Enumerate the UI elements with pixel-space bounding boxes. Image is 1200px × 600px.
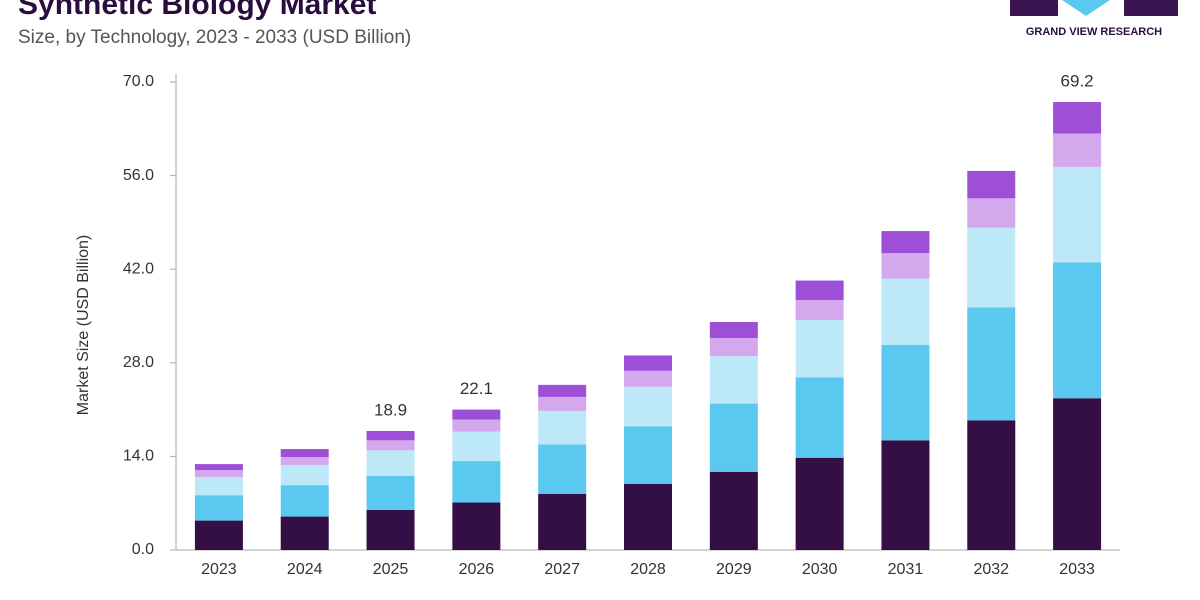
bar-segment [452, 409, 501, 420]
bar-segment [1053, 262, 1102, 399]
bar-segment [795, 299, 844, 321]
bar-segment [795, 377, 844, 458]
bar-segment [538, 493, 587, 550]
bar-segment [538, 444, 587, 494]
x-tick-label: 2032 [973, 561, 1009, 578]
bar-segment [1053, 102, 1102, 134]
brand: GRAND VIEW RESEARCH [1026, 26, 1162, 38]
bar-segment [194, 477, 243, 496]
y-tick-label: 0.0 [132, 541, 154, 558]
bar-segment [624, 386, 672, 427]
bar-segment [967, 307, 1016, 421]
chart-title: Synthetic Biology Market [18, 0, 376, 21]
x-tick-label: 2027 [544, 561, 580, 578]
bar-segment [795, 280, 844, 300]
bar-segment [624, 355, 672, 371]
bar-segment [709, 338, 758, 357]
y-tick-label: 42.0 [123, 260, 154, 277]
bar-segment [452, 419, 501, 432]
bar-segment [538, 384, 587, 397]
bar-segment [624, 426, 672, 484]
bar-segment [452, 461, 501, 503]
bar-segment [366, 509, 415, 550]
bar-segment [881, 344, 930, 441]
bar-segment [709, 403, 758, 472]
bar-segment [1053, 166, 1102, 263]
bar-segment [881, 253, 930, 279]
bar-segment [280, 516, 329, 550]
bar-segment [538, 410, 587, 445]
bar-segment [624, 370, 672, 387]
x-tick-label: 2030 [802, 561, 838, 578]
bar-segment [881, 231, 930, 254]
bar-segment [1053, 398, 1102, 550]
x-tick-label: 2025 [373, 561, 409, 578]
bar-segment [280, 449, 329, 458]
x-tick-label: 2026 [459, 561, 495, 578]
bar-segment [881, 440, 930, 550]
bar-segment [366, 475, 415, 510]
bar-segment [967, 198, 1016, 228]
y-tick-label: 56.0 [123, 167, 154, 184]
bar-segment [709, 356, 758, 404]
bar-segment [881, 278, 930, 345]
bar-segment [452, 502, 501, 550]
bar-segment [280, 485, 329, 517]
bar-segment [967, 227, 1016, 308]
x-tick-label: 2028 [630, 561, 666, 578]
bar-segment [538, 396, 587, 411]
bar-segment [795, 457, 844, 550]
logo [1010, 0, 1178, 16]
bar-segment [967, 420, 1016, 550]
bar-segment [194, 464, 243, 471]
x-tick-label: 2031 [888, 561, 924, 578]
y-tick-label: 28.0 [123, 354, 154, 371]
bar-segment [366, 450, 415, 476]
bar-segment [452, 431, 501, 462]
x-tick-label: 2024 [287, 561, 323, 578]
x-tick-label: 2023 [201, 561, 237, 578]
total-label: 22.1 [460, 379, 493, 398]
bar-segment [709, 322, 758, 339]
x-tick-label: 2029 [716, 561, 752, 578]
bar-segment [194, 520, 243, 550]
bar-segment [709, 471, 758, 550]
bar-segment [194, 470, 243, 478]
y-tick-label: 14.0 [123, 448, 154, 465]
total-label: 69.2 [1061, 72, 1094, 91]
y-axis-label: Market Size (USD Billion) [75, 235, 92, 415]
bar-segment [280, 457, 329, 466]
bar-segment [1053, 133, 1102, 167]
bar-segment [280, 465, 329, 486]
bar-segment [795, 320, 844, 378]
x-tick-label: 2033 [1059, 561, 1095, 578]
chart-subtitle: Size, by Technology, 2023 - 2033 (USD Bi… [18, 27, 411, 48]
bar-segment [967, 170, 1016, 199]
total-label: 18.9 [374, 400, 407, 419]
bar-segment [366, 430, 415, 441]
bar-segment [624, 483, 672, 550]
bar-segment [194, 495, 243, 521]
y-tick-label: 70.0 [123, 73, 154, 90]
bar-segment [366, 440, 415, 451]
